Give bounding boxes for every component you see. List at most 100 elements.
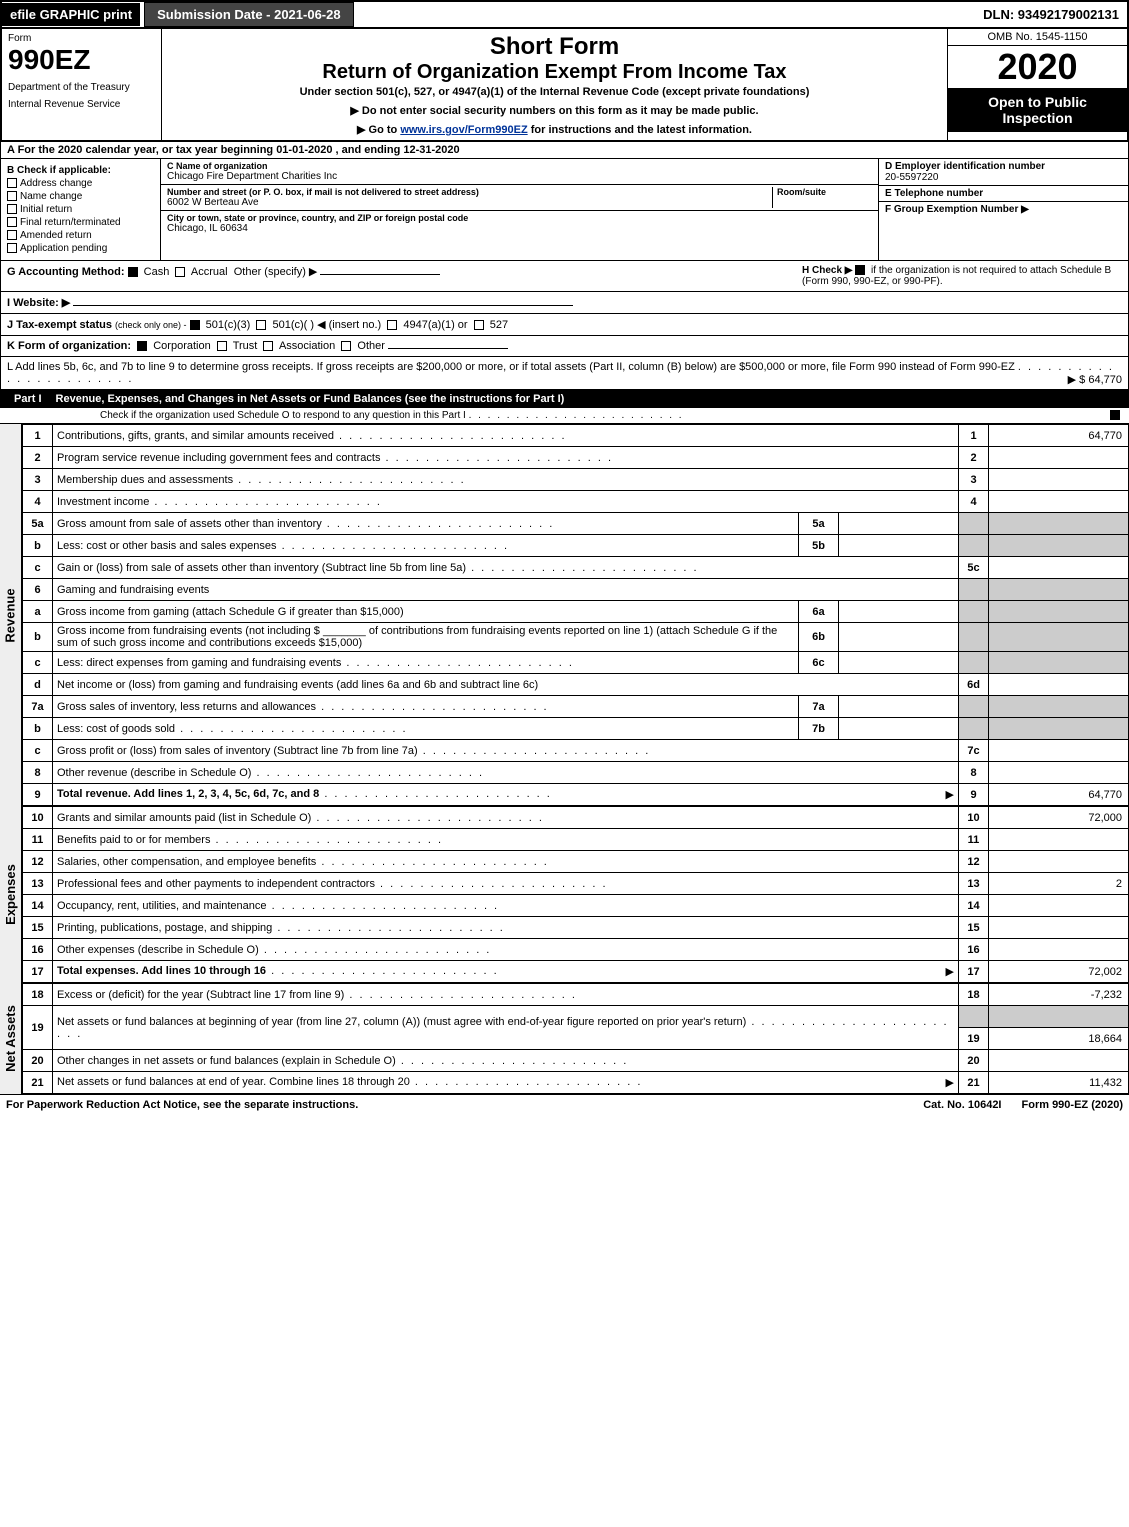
org-address: 6002 W Berteau Ave xyxy=(167,197,772,208)
tel-label: E Telephone number xyxy=(885,188,1122,199)
table-row: 20Other changes in net assets or fund ba… xyxy=(23,1050,1129,1072)
check-other-org[interactable] xyxy=(341,341,351,351)
check-accrual[interactable] xyxy=(175,267,185,277)
accrual-label: Accrual xyxy=(191,266,228,278)
check-name-change[interactable]: Name change xyxy=(7,191,154,202)
netassets-table: 18Excess or (deficit) for the year (Subt… xyxy=(22,983,1129,1094)
form-number: 990EZ xyxy=(8,44,155,76)
check-address-change[interactable]: Address change xyxy=(7,178,154,189)
tax-year: 2020 xyxy=(948,46,1127,88)
footer-right-post: (2020) xyxy=(1088,1099,1123,1111)
header-mid: Short Form Return of Organization Exempt… xyxy=(162,29,947,140)
check-label: Application pending xyxy=(20,243,107,254)
line-j: J Tax-exempt status (check only one) - 5… xyxy=(0,314,1129,336)
j-note: (check only one) - xyxy=(115,320,187,330)
check-assoc[interactable] xyxy=(263,341,273,351)
notice-goto-pre: ▶ Go to xyxy=(357,124,400,136)
part1-header: Part I Revenue, Expenses, and Changes in… xyxy=(0,390,1129,408)
under-section: Under section 501(c), 527, or 4947(a)(1)… xyxy=(170,86,939,98)
check-corp[interactable] xyxy=(137,341,147,351)
short-form-title: Short Form xyxy=(170,33,939,61)
schedule-o-text: Check if the organization used Schedule … xyxy=(100,410,466,421)
line-k: K Form of organization: Corporation Trus… xyxy=(0,336,1129,357)
efile-print-button[interactable]: efile GRAPHIC print xyxy=(2,3,140,26)
table-row: 14Occupancy, rent, utilities, and mainte… xyxy=(23,895,1129,917)
info-block: B Check if applicable: Address change Na… xyxy=(0,159,1129,261)
check-h[interactable] xyxy=(855,265,865,275)
topbar-left: efile GRAPHIC print Submission Date - 20… xyxy=(2,2,354,27)
table-row: 7aGross sales of inventory, less returns… xyxy=(23,696,1129,718)
open-public-badge: Open to Public Inspection xyxy=(948,88,1127,132)
check-application-pending[interactable]: Application pending xyxy=(7,243,154,254)
expenses-side-label: Expenses xyxy=(0,806,22,983)
box-b-label: B Check if applicable: xyxy=(7,165,154,176)
j-opt2: 501(c)( ) ◀ (insert no.) xyxy=(272,319,381,331)
netassets-label-text: Net Assets xyxy=(3,1005,18,1072)
k-corp: Corporation xyxy=(153,340,210,352)
table-row: cGain or (loss) from sale of assets othe… xyxy=(23,557,1129,579)
check-final-return[interactable]: Final return/terminated xyxy=(7,217,154,228)
other-org-input[interactable] xyxy=(388,348,508,349)
schedule-o-note: Check if the organization used Schedule … xyxy=(0,408,1129,424)
j-opt1: 501(c)(3) xyxy=(206,319,251,331)
room-label: Room/suite xyxy=(777,187,872,197)
box-c: C Name of organization Chicago Fire Depa… xyxy=(161,159,878,260)
revenue-section: Revenue 1Contributions, gifts, grants, a… xyxy=(0,424,1129,806)
other-specify-input[interactable] xyxy=(320,274,440,275)
part1-label: Part I xyxy=(8,393,48,405)
revenue-label-text: Revenue xyxy=(3,588,18,642)
notice-goto: ▶ Go to www.irs.gov/Form990EZ for instru… xyxy=(170,123,939,136)
header-right: OMB No. 1545-1150 2020 Open to Public In… xyxy=(947,29,1127,140)
submission-date-badge: Submission Date - 2021-06-28 xyxy=(144,2,354,27)
check-527[interactable] xyxy=(474,320,484,330)
table-row: bGross income from fundraising events (n… xyxy=(23,623,1129,652)
expenses-label-text: Expenses xyxy=(3,864,18,925)
org-city: Chicago, IL 60634 xyxy=(167,223,872,234)
city-label: City or town, state or province, country… xyxy=(167,213,872,223)
check-label: Amended return xyxy=(20,230,92,241)
header-left: Form 990EZ Department of the Treasury In… xyxy=(2,29,162,140)
netassets-section: Net Assets 18Excess or (deficit) for the… xyxy=(0,983,1129,1094)
table-row: 5aGross amount from sale of assets other… xyxy=(23,513,1129,535)
check-initial-return[interactable]: Initial return xyxy=(7,204,154,215)
website-input[interactable] xyxy=(73,305,573,306)
footer-right-pre: Form xyxy=(1022,1099,1053,1111)
notice-no-ssn: ▶ Do not enter social security numbers o… xyxy=(170,104,939,117)
table-row: 6Gaming and fundraising events xyxy=(23,579,1129,601)
omb-number: OMB No. 1545-1150 xyxy=(948,29,1127,46)
dept-treasury: Department of the Treasury xyxy=(8,82,155,93)
irs-link[interactable]: www.irs.gov/Form990EZ xyxy=(400,124,527,136)
table-row: 11Benefits paid to or for members11 xyxy=(23,829,1129,851)
h-label: H Check ▶ xyxy=(802,265,852,276)
table-row: 13Professional fees and other payments t… xyxy=(23,873,1129,895)
table-row: 16Other expenses (describe in Schedule O… xyxy=(23,939,1129,961)
k-label: K Form of organization: xyxy=(7,340,131,352)
top-bar: efile GRAPHIC print Submission Date - 20… xyxy=(0,0,1129,29)
table-row: 8Other revenue (describe in Schedule O)8 xyxy=(23,762,1129,784)
i-label: I Website: ▶ xyxy=(7,297,70,309)
check-label: Final return/terminated xyxy=(20,217,121,228)
k-trust: Trust xyxy=(233,340,258,352)
notice-goto-post: for instructions and the latest informat… xyxy=(528,124,752,136)
check-501c3[interactable] xyxy=(190,320,200,330)
part1-title: Revenue, Expenses, and Changes in Net As… xyxy=(56,393,565,405)
k-assoc: Association xyxy=(279,340,335,352)
gh-row: G Accounting Method: Cash Accrual Other … xyxy=(0,261,1129,292)
check-501c[interactable] xyxy=(256,320,266,330)
netassets-side-label: Net Assets xyxy=(0,983,22,1094)
check-schedule-o[interactable] xyxy=(1110,410,1120,420)
check-4947[interactable] xyxy=(387,320,397,330)
g-label: G Accounting Method: xyxy=(7,266,125,278)
check-amended-return[interactable]: Amended return xyxy=(7,230,154,241)
ein-value: 20-5597220 xyxy=(885,172,1122,183)
check-trust[interactable] xyxy=(217,341,227,351)
expenses-table: 10Grants and similar amounts paid (list … xyxy=(22,806,1129,983)
form-header: Form 990EZ Department of the Treasury In… xyxy=(0,29,1129,142)
revenue-table: 1Contributions, gifts, grants, and simil… xyxy=(22,424,1129,806)
box-b: B Check if applicable: Address change Na… xyxy=(1,159,161,260)
return-title: Return of Organization Exempt From Incom… xyxy=(170,61,939,84)
dept-irs: Internal Revenue Service xyxy=(8,99,155,110)
check-cash[interactable] xyxy=(128,267,138,277)
table-row: 4Investment income4 xyxy=(23,491,1129,513)
ein-label: D Employer identification number xyxy=(885,161,1122,172)
